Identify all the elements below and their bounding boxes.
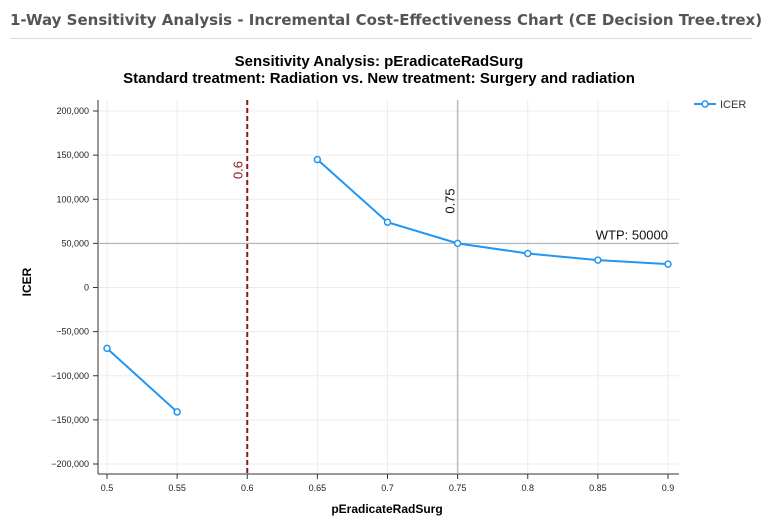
y-tick-label: −200,000 [51, 459, 89, 469]
window-title: 1-Way Sensitivity Analysis - Incremental… [10, 11, 763, 29]
legend-icer-marker-icon [701, 100, 709, 108]
x-tick-label: 0.55 [168, 483, 186, 493]
x-tick-label: 0.7 [381, 483, 394, 493]
icer-data-point [453, 239, 462, 248]
icer-data-point [664, 260, 672, 268]
icer-series-line [316, 158, 669, 266]
icer-data-point [313, 155, 322, 164]
x-tick-label: 0.8 [521, 483, 534, 493]
chart-title: Sensitivity Analysis: pEradicateRadSurg [235, 53, 524, 70]
chart-subtitle: Standard treatment: Radiation vs. New tr… [123, 70, 635, 87]
y-tick-label: −50,000 [56, 327, 89, 337]
y-tick-label: 150,000 [56, 150, 89, 160]
y-tick-label: −150,000 [51, 415, 89, 425]
icer-series-line [106, 347, 178, 413]
x-tick-label: 0.5 [101, 483, 114, 493]
x-tick-label: 0.9 [662, 483, 675, 493]
icer-data-point [383, 218, 392, 226]
x-tick-label: 0.85 [589, 483, 607, 493]
x-axis-label: pEradicateRadSurg [331, 502, 442, 516]
title-divider [10, 38, 752, 39]
y-tick-label: 50,000 [61, 238, 89, 248]
wtp-label: WTP: 50000 [596, 227, 668, 242]
icer-data-point [524, 249, 532, 258]
icer-data-point [173, 408, 181, 416]
legend-item-icer[interactable]: ICER [720, 99, 746, 111]
chart-grid [98, 100, 679, 474]
base-case-label: 0.75 [443, 188, 458, 213]
x-tick-label: 0.75 [449, 483, 467, 493]
y-axis-label: ICER [20, 267, 34, 296]
chart-axes: 0.5 0.55 0.6 0.65 0.7 0.75 0.8 0.85 0.9 200,000 15… [51, 100, 679, 493]
y-tick-label: −100,000 [51, 371, 89, 381]
threshold-label: 0.6 [230, 161, 245, 179]
y-tick-label: 200,000 [56, 106, 89, 116]
y-tick-label: 100,000 [56, 194, 89, 204]
icer-series [103, 155, 672, 416]
chart-legend[interactable]: ICER [694, 99, 746, 111]
reference-lines: WTP: 50000 0.75 0.6 [98, 100, 679, 474]
icer-data-point [594, 256, 602, 264]
y-tick-label: 0 [84, 283, 89, 293]
x-tick-label: 0.6 [241, 483, 254, 493]
x-tick-label: 0.65 [309, 483, 327, 493]
icer-data-point [103, 344, 111, 353]
